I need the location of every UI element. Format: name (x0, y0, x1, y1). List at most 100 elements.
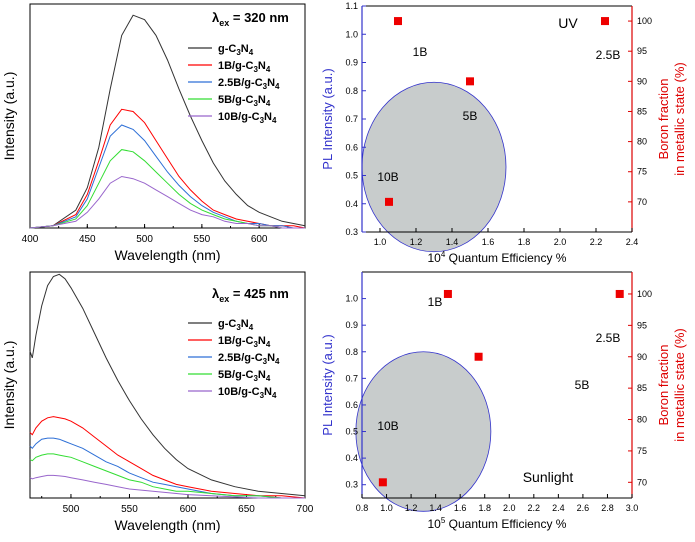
tl-x-tick-label: 550 (194, 234, 211, 245)
tr-condition-label: UV (558, 15, 578, 31)
tr-point-label-1: 2.5B (596, 48, 621, 62)
tl-x-tick-label: 500 (136, 234, 153, 245)
tr-data-point-1 (601, 17, 609, 26)
br-x-tick-label: 1.6 (454, 503, 467, 513)
tr-data-point-0 (394, 17, 402, 26)
tr-x-tick-label: 1.6 (482, 237, 495, 247)
bl-legend-label-2: 2.5B/g-C3​N4​ (218, 352, 280, 366)
tr-y-right-tick-label: 90 (637, 76, 647, 86)
tr-y-left-tick-label: 0.8 (345, 86, 358, 96)
tl-series-line-4 (29, 175, 305, 229)
bl-x-tick-label: 500 (63, 504, 80, 515)
tl-legend-label-1: 1B/g-C3​N4​ (218, 60, 271, 74)
tl-series-line-1 (29, 108, 306, 229)
tr-y-right-tick-label: 75 (637, 167, 647, 177)
tl-legend-label-2: 2.5B/g-C3​N4​ (218, 77, 280, 91)
bl-x-tick-label: 550 (121, 504, 138, 515)
tr-data-point-2 (466, 77, 474, 86)
br-point-label-3: 10B (377, 419, 398, 433)
tl-series-line-2 (29, 124, 305, 229)
br-y-left-tick-label: 0.8 (345, 347, 358, 357)
br-data-point-2 (474, 352, 483, 361)
tr-data-point-3 (385, 197, 393, 206)
tl-legend-label-3: 5B/g-C3​N4​ (218, 94, 271, 108)
br-y-right-tick-label: 95 (637, 320, 647, 330)
tr-y-left-tick-label: 0.3 (345, 227, 358, 237)
br-x-tick-label: 2.2 (528, 503, 541, 513)
bl-legend-label-0: g-C3​N4​ (218, 318, 254, 332)
tr-x-axis-label: 104 Quantum Efficiency % (428, 250, 567, 265)
tl-series-line-0 (29, 14, 306, 229)
bl-x-tick-label: 650 (238, 504, 255, 515)
br-data-point-3 (378, 478, 387, 487)
br-x-tick-label: 1.0 (380, 503, 393, 513)
tr-point-label-2: 5B (463, 109, 478, 123)
bl-series-line-0 (29, 273, 306, 497)
tr-x-tick-label: 1.8 (518, 237, 531, 247)
br-data-point-1 (615, 289, 624, 298)
tr-y-left-tick-label: 0.7 (345, 114, 358, 124)
tr-highlight-circle (361, 81, 507, 253)
br-point-label-1: 2.5B (596, 331, 621, 345)
br-y-left-axis-label: PL Intensity (a.u.) (320, 334, 335, 435)
br-y-left-tick-label: 0.7 (345, 373, 358, 383)
bl-x-axis-label: Wavelength (nm) (114, 517, 220, 533)
tl-x-tick-label: 400 (22, 234, 39, 245)
br-y-right-tick-label: 100 (637, 289, 652, 299)
br-y-left-tick-label: 1.0 (345, 294, 358, 304)
tr-y-right-tick-label: 95 (637, 46, 647, 56)
tr-y-left-tick-label: 0.4 (345, 199, 358, 209)
bl-legend-label-4: 10B/g-C3​N4​ (218, 386, 277, 400)
tl-series-line-3 (29, 149, 305, 229)
tr-y-right-tick-label: 85 (637, 106, 647, 116)
bl-series-line-1 (29, 416, 306, 499)
bl-x-tick-label: 600 (180, 504, 197, 515)
tr-y-right-tick-label: 70 (637, 197, 647, 207)
br-x-tick-label: 1.8 (478, 503, 491, 513)
br-x-tick-label: 0.8 (356, 503, 369, 513)
br-point-label-0: 1B (428, 295, 443, 309)
br-x-tick-label: 3.0 (626, 503, 639, 513)
tr-y-left-axis-label: PL Intensity (a.u.) (320, 68, 335, 169)
br-highlight-circle (355, 351, 492, 512)
tr-x-tick-label: 1.0 (374, 237, 387, 247)
tl-x-tick-label: 600 (251, 234, 268, 245)
tl-y-axis-label: Intensity (a.u.) (1, 72, 17, 161)
tl-chart-title: λex = 320 nm (212, 10, 289, 28)
tl-x-axis-label: Wavelength (nm) (114, 247, 220, 263)
br-y-right-tick-label: 70 (637, 477, 647, 487)
tr-y-left-tick-label: 1.1 (345, 1, 358, 11)
tr-y-right-tick-label: 100 (637, 16, 652, 26)
br-x-tick-label: 2.8 (601, 503, 614, 513)
tr-x-tick-label: 1.2 (410, 237, 423, 247)
tr-y-right-axis-label-2: in metallic state (%) (672, 62, 687, 175)
tr-y-left-tick-label: 0.9 (345, 58, 358, 68)
br-y-right-tick-label: 85 (637, 383, 647, 393)
br-y-left-tick-label: 0.3 (345, 480, 358, 490)
bl-y-axis-label: Intensity (a.u.) (1, 341, 17, 430)
br-x-tick-label: 1.2 (405, 503, 418, 513)
br-x-tick-label: 2.4 (552, 503, 565, 513)
tl-legend-label-0: g-C3​N4​ (218, 43, 254, 57)
tl-legend-label-4: 10B/g-C3​N4​ (218, 111, 277, 125)
tr-y-right-tick-label: 80 (637, 137, 647, 147)
bl-x-tick-label: 700 (297, 504, 314, 515)
br-y-right-tick-label: 80 (637, 415, 647, 425)
tr-x-tick-label: 2.0 (554, 237, 567, 247)
tr-point-label-0: 1B (413, 45, 428, 59)
tr-y-right-axis-label-1: Boron fraction (656, 79, 671, 160)
br-y-left-tick-label: 0.5 (345, 427, 358, 437)
tr-x-tick-label: 1.4 (446, 237, 459, 247)
tr-y-left-tick-label: 0.6 (345, 142, 358, 152)
br-y-right-tick-label: 75 (637, 446, 647, 456)
tr-x-tick-label: 2.4 (626, 237, 639, 247)
tr-y-left-tick-label: 1.0 (345, 29, 358, 39)
bl-series-line-3 (29, 453, 305, 499)
tr-y-left-tick-label: 0.5 (345, 171, 358, 181)
bl-plot-frame (29, 271, 306, 499)
br-x-tick-label: 1.4 (429, 503, 442, 513)
bl-legend-label-3: 5B/g-C3​N4​ (218, 369, 271, 383)
br-y-right-axis-label-1: Boron fraction (656, 345, 671, 426)
bl-chart-title: λex = 425 nm (212, 286, 289, 304)
br-y-right-tick-label: 90 (637, 352, 647, 362)
